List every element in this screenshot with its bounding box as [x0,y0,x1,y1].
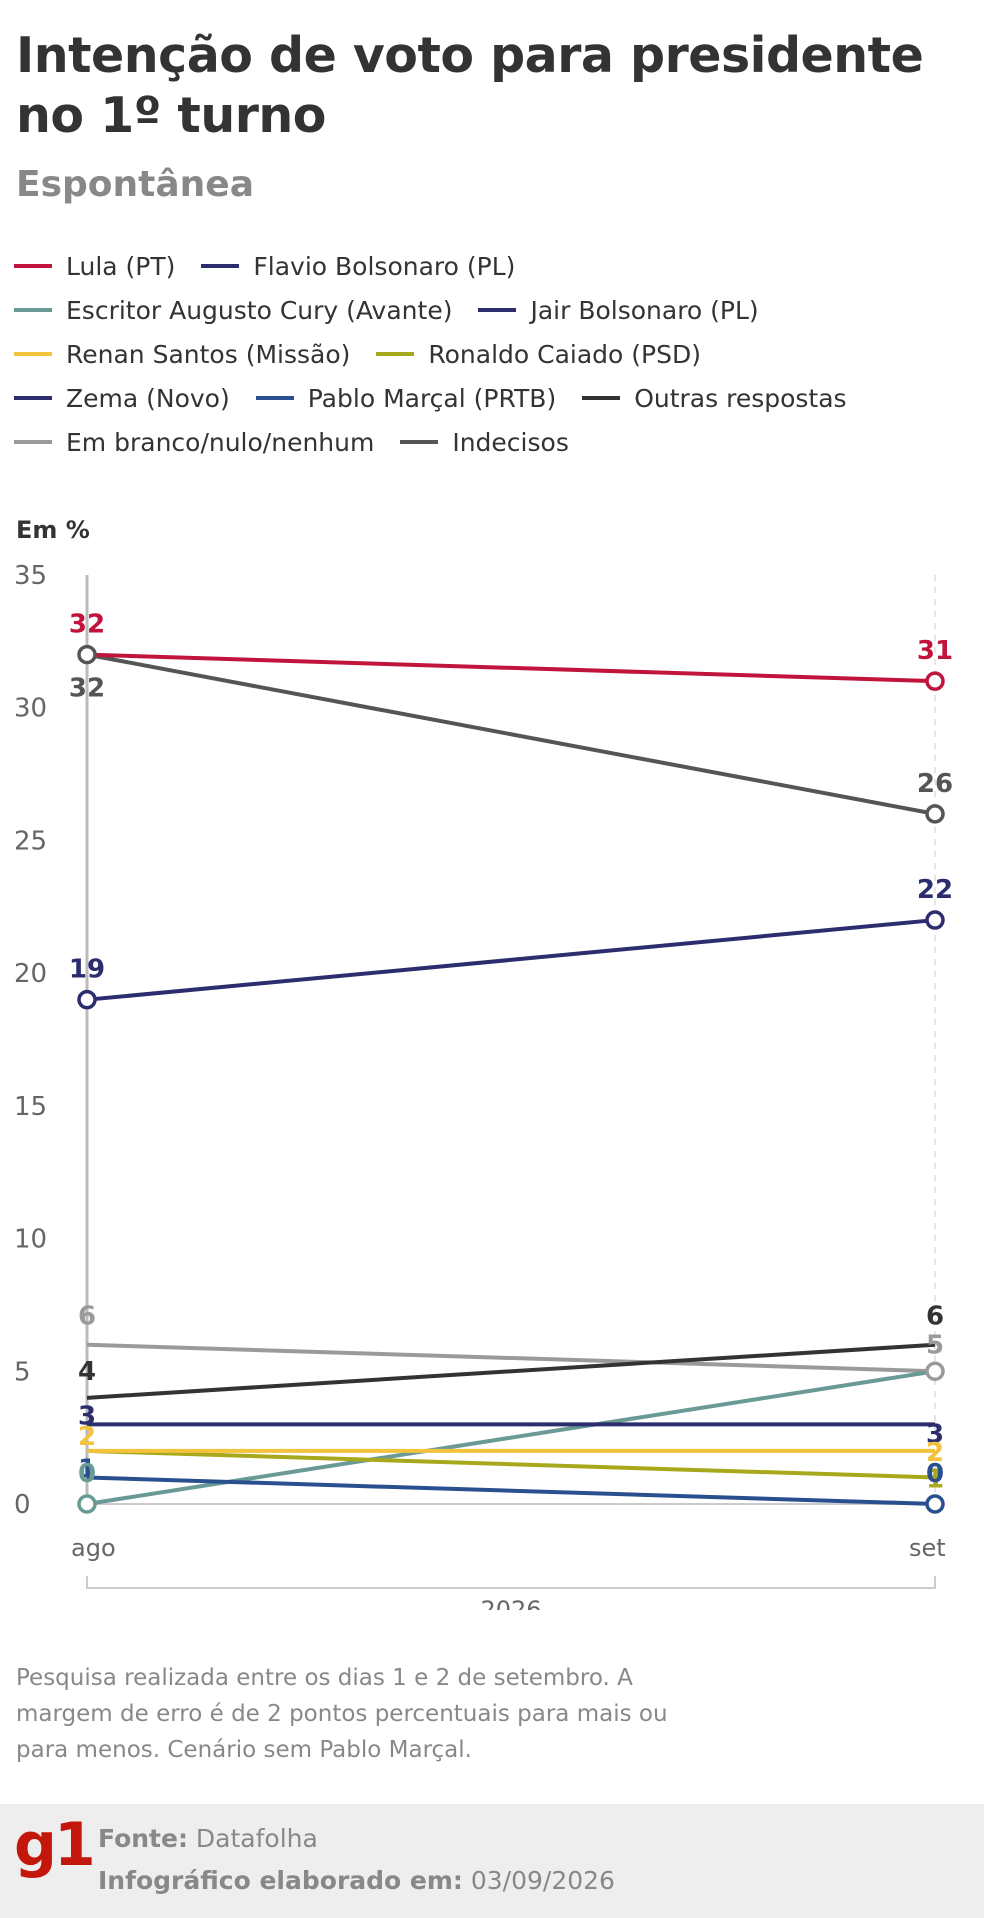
data-label: 1 [926,1464,944,1494]
methodology-note: Pesquisa realizada entre os dias 1 e 2 d… [16,1665,668,1763]
data-label: 31 [917,636,953,666]
y-tick-label: 25 [14,826,47,856]
legend-swatch [400,440,439,444]
data-label: 0 [78,1459,96,1489]
data-label: 2 [78,1422,96,1452]
x-group-label: 2026 [480,1596,541,1610]
y-tick-label: 35 [14,561,47,591]
data-label: 5 [926,1330,944,1360]
legend-row: Em branco/nulo/nenhum Indecisos [14,420,974,464]
chart-subtitle: Espontânea [16,164,254,205]
legend-swatch [14,352,52,356]
chart-title: Intenção de voto para presidente no 1º t… [16,27,924,144]
legend-item: Em branco/nulo/nenhum [14,428,374,457]
y-tick-label: 20 [14,959,47,989]
legend-swatch [255,396,294,400]
legend-label: Indecisos [452,427,569,457]
y-tick-label: 0 [14,1490,31,1520]
legend-swatch [14,396,52,400]
data-label: 3 [926,1419,944,1449]
series-point [925,1494,945,1514]
x-tick-label: ago [71,1534,116,1562]
series-line [86,1342,936,1374]
legend-label: Renan Santos (Missão) [66,339,351,369]
footer: g1 Fonte: Datafolha Infográfico elaborad… [0,1804,984,1918]
data-label: 4 [78,1357,96,1387]
legend-item: Ronaldo Caiado (PSD) [376,340,701,369]
legend-item: Escritor Augusto Cury (Avante) [14,296,452,325]
series-line [86,1475,936,1506]
legend-row: Escritor Augusto Cury (Avante) Jair Bolso… [14,288,974,332]
legend-label: Ronaldo Caiado (PSD) [428,339,701,369]
source-line: Fonte: Datafolha [98,1824,318,1853]
series-point [77,644,97,665]
legend-label: Lula (PT) [66,251,176,281]
data-label: 32 [69,674,105,704]
series-line [86,1448,936,1480]
series-point [77,1494,97,1514]
legend-row: Zema (Novo) Pablo Marçal (PRTB) Outras res… [14,376,974,420]
data-label: 3 [78,1401,96,1431]
legend-item: Flavio Bolsonaro (PL) [201,252,515,281]
y-axis-unit-label: Em % [16,516,90,544]
legend-label: Escritor Augusto Cury (Avante) [66,295,453,325]
date-line: Infográfico elaborado em: 03/09/2026 [98,1866,615,1895]
data-label: 19 [69,955,105,985]
legend-item: Pablo Marçal (PRTB) [255,383,557,413]
date-label: Infográfico elaborado em: [98,1866,463,1895]
series-point [925,804,945,824]
legend-item: Jair Bolsonaro (PL) [478,295,759,325]
series-point [925,910,945,930]
legend-label: Outras respostas [634,383,847,413]
source-value: Datafolha [195,1824,318,1853]
x-tick-label: set [909,1534,946,1562]
legend-label: Flavio Bolsonaro (PL) [253,251,516,281]
legend-row: Lula (PT) Flavio Bolsonaro (PL) [14,244,974,288]
data-label: 2 [926,1438,944,1468]
data-label: 26 [917,769,953,799]
y-tick-label: 30 [14,694,47,724]
legend-item: Zema (Novo) [14,384,230,413]
legend-label: Pablo Marçal (PRTB) [307,383,557,413]
data-label: 32 [69,610,105,640]
data-label: 6 [926,1302,944,1332]
data-label: 0 [926,1459,944,1489]
source-label: Fonte: [98,1824,188,1853]
legend-swatch [201,264,240,268]
series-point [925,671,945,691]
data-label: 22 [917,875,953,905]
y-tick-label: 15 [14,1092,47,1122]
date-value: 03/09/2026 [470,1866,615,1895]
legend: Lula (PT) Flavio Bolsonaro (PL) Escritor A… [14,244,974,464]
legend-item: Outras respostas [582,383,847,413]
series-line [86,652,936,684]
legend-item: Renan Santos (Missão) [14,340,350,369]
data-label: 6 [78,1302,96,1332]
y-tick-label: 5 [14,1357,31,1387]
legend-swatch [14,440,52,444]
legend-label: Zema (Novo) [66,383,230,413]
legend-swatch [478,308,517,312]
series-line [86,652,936,816]
legend-row: Renan Santos (Missão) Ronaldo Caiado (PSD… [14,332,974,376]
series-point [77,989,97,1010]
legend-label: Jair Bolsonaro (PL) [530,295,759,325]
legend-item: Indecisos [400,428,569,457]
legend-swatch [14,308,52,312]
legend-swatch [376,352,415,356]
legend-item: Lula (PT) [14,252,175,281]
legend-label: Em branco/nulo/nenhum [66,427,375,457]
legend-swatch [582,396,621,400]
y-tick-label: 10 [14,1225,47,1255]
legend-swatch [14,264,52,268]
g1-logo: g1 [14,1810,96,1880]
data-label: 1 [78,1454,96,1484]
series-point [925,1361,945,1382]
x-group-bracket [86,1576,936,1589]
series-line [86,1342,936,1400]
series-line [86,918,936,1002]
